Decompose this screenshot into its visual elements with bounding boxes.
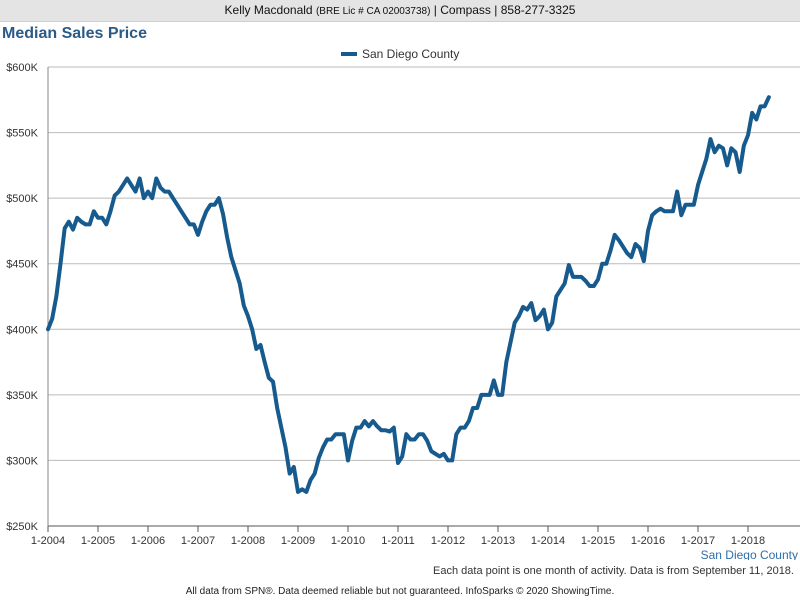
x-tick-label: 1-2005 xyxy=(81,535,115,547)
x-tick-label: 1-2014 xyxy=(531,535,565,547)
y-tick-label: $550K xyxy=(6,128,38,140)
chart-title: Median Sales Price xyxy=(2,25,147,42)
brokerage-contact: | Compass | 858-277-3325 xyxy=(433,3,576,17)
line-chart: $250K $300K $350K $400K $450K $500K $550K $600K… xyxy=(6,47,800,560)
y-tick-label: $350K xyxy=(6,390,38,402)
header-bar: Kelly Macdonald (BRE Lic # CA 02003738) … xyxy=(0,0,800,22)
y-tick-label: $450K xyxy=(6,259,38,271)
legend-label: San Diego County xyxy=(362,47,459,61)
agent-name: Kelly Macdonald xyxy=(224,3,313,17)
series-corner-label: San Diego County xyxy=(701,548,798,560)
x-tick-label: 1-2009 xyxy=(281,535,315,547)
footer-disclaimer: All data from SPN®. Data deemed reliable… xyxy=(0,583,800,600)
series-line-san-diego-county xyxy=(46,95,771,494)
x-tick-label: 1-2010 xyxy=(331,535,365,547)
y-tick-label: $500K xyxy=(6,193,38,205)
x-tick-label: 1-2012 xyxy=(431,535,465,547)
y-tick-label: $600K xyxy=(6,62,38,74)
x-tick-label: 1-2004 xyxy=(31,535,65,547)
x-tick-label: 1-2007 xyxy=(181,535,215,547)
x-tick-label: 1-2018 xyxy=(731,535,765,547)
x-tick-label: 1-2017 xyxy=(681,535,715,547)
x-tick-label: 1-2006 xyxy=(131,535,165,547)
x-tick-label: 1-2016 xyxy=(631,535,665,547)
x-tick-label: 1-2011 xyxy=(381,535,414,547)
y-tick-label: $300K xyxy=(6,455,38,467)
x-tick-label: 1-2013 xyxy=(481,535,515,547)
license-number: (BRE Lic # CA 02003738) xyxy=(315,6,431,17)
y-tick-label: $250K xyxy=(6,521,38,533)
y-tick-label: $400K xyxy=(6,324,38,336)
x-tick-label: 1-2015 xyxy=(581,535,615,547)
data-note: Each data point is one month of activity… xyxy=(433,565,794,577)
x-tick-label: 1-2008 xyxy=(231,535,265,547)
